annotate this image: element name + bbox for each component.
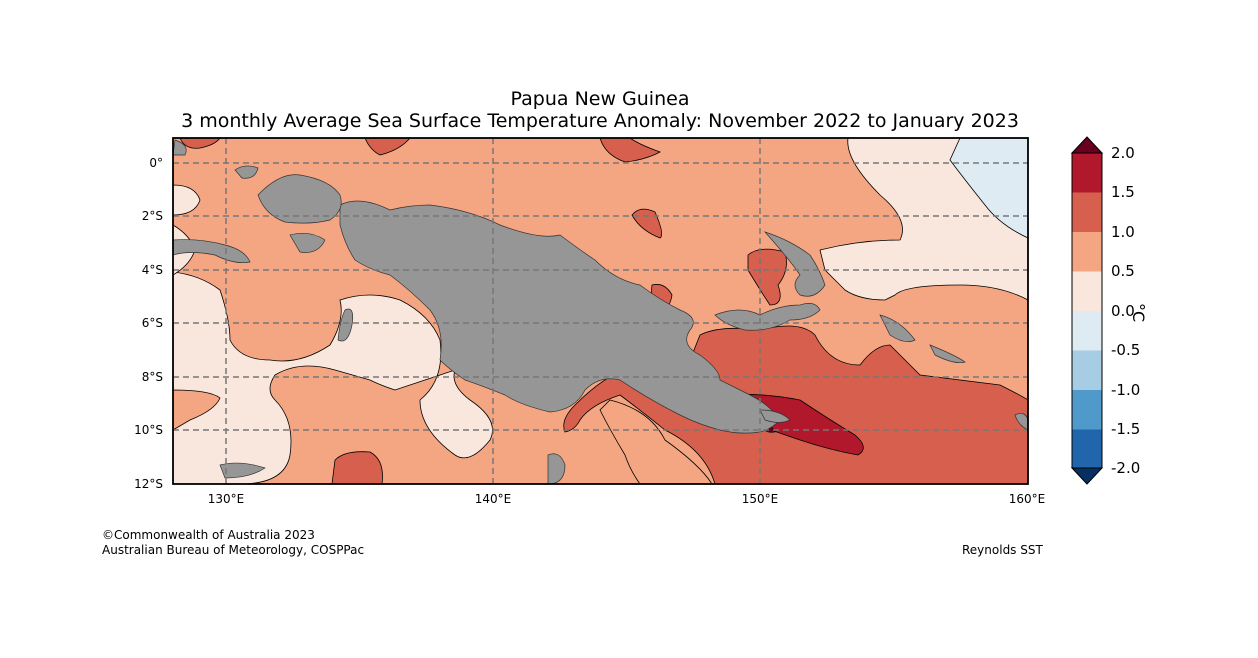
lon-label: 130°E [207,492,245,506]
lat-label: 6°S [141,316,163,330]
graticule [173,138,1028,484]
map-frame [172,137,1029,485]
land-masses [173,139,1028,484]
island-new-britain [714,303,821,331]
island-halmahera [234,165,259,179]
colorbar-label: 1.0 [1111,223,1135,241]
map-title: Papua New Guinea [510,88,690,110]
copyright-text: ©Commonwealth of Australia 2023 [102,528,315,542]
anomaly-region-0.5-1.0-pocket [173,389,221,431]
colorbar-label: -1.0 [1111,381,1141,399]
lat-label: 12°S [134,477,163,491]
lat-label: 4°S [141,263,163,277]
lon-label: 150°E [741,492,779,506]
anomaly-region-1.0-1.5-ne [747,248,787,306]
colorbar-unit: °C [1129,303,1148,323]
island-kofiau [289,233,326,253]
island-bougainville [879,314,916,342]
island-louisiade [759,409,791,423]
colorbar-label: 1.5 [1111,183,1135,201]
colorbar-extend-max [1070,136,1104,154]
colorbar-label: 2.0 [1111,144,1135,162]
anomaly-region-0.0-0.5-w [173,184,201,216]
lon-label: 140°E [474,492,512,506]
colorbar-label: -2.0 [1111,459,1141,477]
island-new-ireland [763,231,826,297]
lat-label: 0° [149,156,163,170]
data-source-text: Reynolds SST [962,543,1043,557]
anomaly-region-0.0-0.5-sw [173,271,493,484]
island-morotai [173,139,187,156]
colorbar-label: 0.0 [1111,302,1135,320]
lat-label: 8°S [141,370,163,384]
anomaly-region-1.0-1.5-n2 [364,138,411,156]
anomaly-region-1.0-1.5-s [331,451,383,484]
anomaly-region-1.0-1.5-nw [179,138,221,149]
new-guinea-mainland [339,200,781,434]
lat-label: 10°S [134,423,163,437]
map-subtitle: 3 monthly Average Sea Surface Temperatur… [181,110,1019,132]
island-choiseul [929,344,966,364]
colorbar-label: -1.5 [1111,420,1141,438]
bird-head-peninsula [257,174,342,224]
colorbar [1070,136,1104,485]
colorbar-label: 0.5 [1111,262,1135,280]
island-aru [337,308,354,342]
island-seram [173,239,251,264]
island-guadalcanal [1014,413,1028,431]
colorbar-extend-min [1070,467,1104,485]
agency-text: Australian Bureau of Meteorology, COSPPa… [102,543,365,557]
sst-anomaly-field [173,138,1028,484]
anomaly-region-1.0-1.5-n [599,138,661,163]
colorbar-label: -0.5 [1111,341,1141,359]
island-timor [219,462,266,479]
lat-label: 2°S [141,209,163,223]
lon-label: 160°E [1008,492,1046,506]
anomaly-region-0.5-1.0-s [599,399,713,484]
